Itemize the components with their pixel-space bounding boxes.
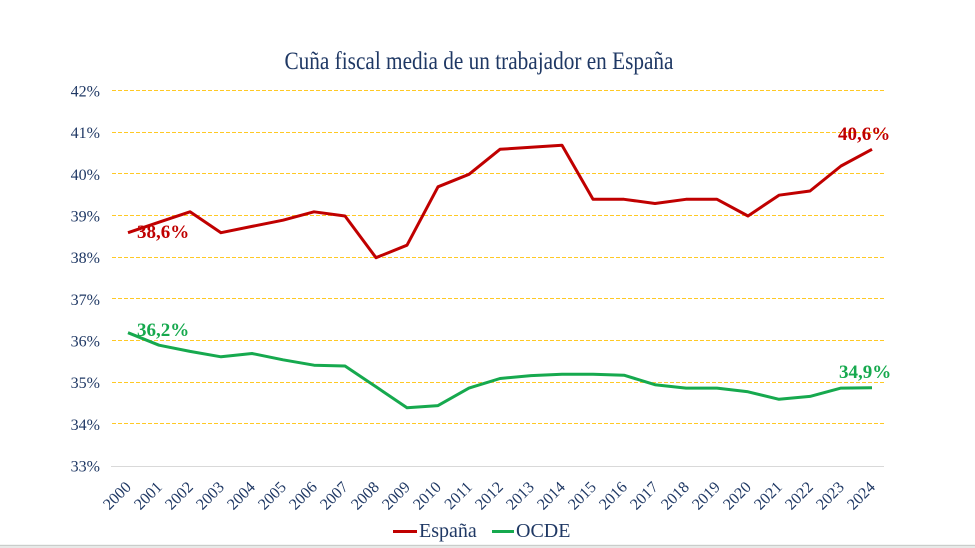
svg-text:36%: 36%	[71, 334, 100, 351]
svg-text:37%: 37%	[71, 292, 100, 309]
svg-text:39%: 39%	[71, 209, 100, 226]
svg-text:38%: 38%	[71, 250, 100, 267]
svg-text:34%: 34%	[71, 417, 100, 434]
svg-text:42%: 42%	[71, 84, 100, 101]
svg-text:OCDE: OCDE	[516, 520, 570, 542]
svg-text:38,6%: 38,6%	[137, 222, 189, 243]
svg-text:33%: 33%	[71, 459, 100, 476]
svg-text:34,9%: 34,9%	[839, 362, 891, 383]
svg-text:36,2%: 36,2%	[137, 320, 189, 341]
svg-text:35%: 35%	[71, 375, 100, 392]
svg-text:España: España	[419, 520, 477, 542]
svg-text:41%: 41%	[71, 125, 100, 142]
svg-text:40,6%: 40,6%	[838, 124, 890, 145]
svg-text:Cuña fiscal media de un trabaj: Cuña fiscal media de un trabajador en Es…	[285, 48, 674, 75]
svg-text:40%: 40%	[71, 167, 100, 184]
